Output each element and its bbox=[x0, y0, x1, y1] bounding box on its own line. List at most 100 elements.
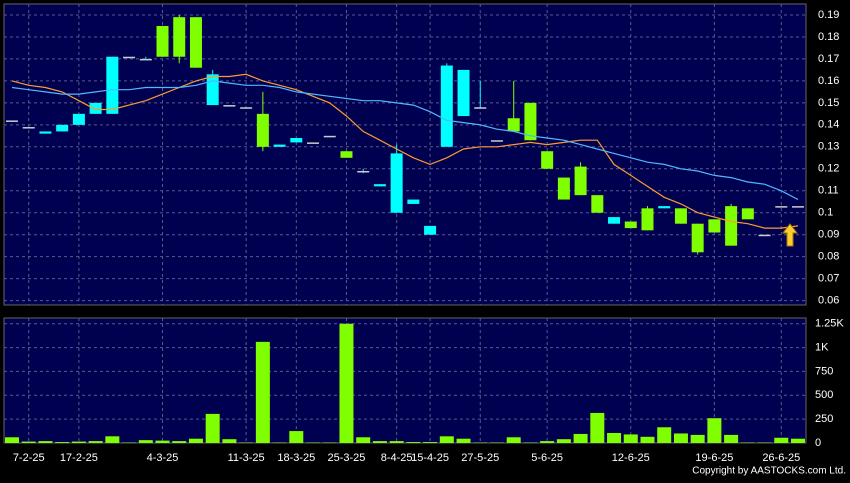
candle-body bbox=[775, 206, 787, 208]
candle-body bbox=[190, 17, 202, 68]
candle-body bbox=[641, 208, 653, 230]
x-tick-label: 4-3-25 bbox=[147, 452, 179, 464]
candle-body bbox=[491, 140, 503, 142]
volume-bar bbox=[691, 435, 705, 443]
volume-bar bbox=[89, 441, 103, 443]
y-tick-label: 0.17 bbox=[818, 53, 839, 65]
candle-body bbox=[240, 107, 252, 109]
volume-panel bbox=[4, 318, 806, 443]
volume-bar bbox=[607, 433, 621, 443]
y-tick-label: 0.11 bbox=[818, 185, 839, 197]
volume-bar bbox=[624, 434, 638, 443]
y-tick-label: 0.19 bbox=[818, 9, 839, 21]
candle-body bbox=[508, 118, 520, 131]
candle-body bbox=[625, 222, 637, 229]
volume-tick-label: 250 bbox=[815, 413, 833, 425]
candle-body bbox=[441, 66, 453, 147]
y-tick-label: 0.08 bbox=[818, 251, 839, 263]
candle-body bbox=[374, 184, 386, 186]
volume-bar bbox=[22, 442, 36, 443]
candle-body bbox=[692, 224, 704, 253]
volume-tick-label: 1K bbox=[815, 341, 829, 353]
candle-body bbox=[23, 127, 35, 129]
candle-body bbox=[725, 206, 737, 246]
volume-bar bbox=[390, 441, 404, 443]
volume-bar bbox=[72, 442, 86, 443]
candle-body bbox=[658, 206, 670, 208]
volume-bar bbox=[707, 418, 721, 443]
volume-bar bbox=[5, 437, 19, 443]
volume-bar bbox=[105, 436, 119, 443]
candle-body bbox=[140, 59, 152, 61]
volume-bar bbox=[139, 440, 153, 443]
x-tick-label: 26-6-25 bbox=[762, 452, 800, 464]
volume-bar bbox=[339, 324, 353, 443]
y-tick-label: 0.13 bbox=[818, 141, 839, 153]
volume-bar bbox=[373, 441, 387, 443]
x-tick-label: 17-2-25 bbox=[60, 452, 98, 464]
x-tick-label: 8-4-25 bbox=[381, 452, 413, 464]
candle-body bbox=[407, 200, 419, 204]
candle-body bbox=[307, 142, 319, 144]
candle-body bbox=[391, 153, 403, 212]
candle-body bbox=[675, 208, 687, 223]
volume-bar bbox=[674, 433, 688, 443]
candle-body bbox=[157, 26, 169, 57]
volume-bar bbox=[657, 427, 671, 443]
volume-bar bbox=[457, 439, 471, 443]
candle-body bbox=[558, 178, 570, 200]
volume-bar bbox=[156, 441, 170, 443]
volume-bar bbox=[423, 442, 437, 443]
candle-body bbox=[541, 151, 553, 169]
y-tick-label: 0.18 bbox=[818, 31, 839, 43]
candle-body bbox=[759, 235, 771, 237]
candle-body bbox=[742, 208, 754, 219]
volume-bar bbox=[406, 442, 420, 443]
candle-body bbox=[357, 171, 369, 173]
candle-body bbox=[90, 103, 102, 114]
y-tick-label: 0.16 bbox=[818, 75, 839, 87]
volume-tick-label: 1.25K bbox=[815, 318, 844, 330]
volume-bar bbox=[172, 441, 186, 443]
x-tick-label: 18-3-25 bbox=[277, 452, 315, 464]
x-tick-label: 15-4-25 bbox=[411, 452, 449, 464]
volume-bar bbox=[774, 438, 788, 443]
volume-bar bbox=[791, 439, 805, 443]
x-tick-label: 12-6-25 bbox=[612, 452, 650, 464]
candle-body bbox=[6, 120, 18, 122]
volume-bar bbox=[540, 441, 554, 443]
volume-bar bbox=[574, 434, 588, 443]
volume-bar bbox=[640, 437, 654, 443]
y-tick-label: 0.06 bbox=[818, 295, 839, 307]
candle-body bbox=[324, 136, 336, 138]
volume-bar bbox=[590, 413, 604, 443]
candle-body bbox=[39, 131, 51, 133]
volume-tick-label: 0 bbox=[815, 437, 821, 449]
price-panel bbox=[4, 4, 806, 305]
candle-body bbox=[123, 57, 135, 59]
x-tick-label: 11-3-25 bbox=[228, 452, 265, 464]
y-tick-label: 0.07 bbox=[818, 273, 839, 285]
y-tick-label: 0.12 bbox=[818, 163, 839, 175]
volume-tick-label: 750 bbox=[815, 365, 833, 377]
copyright: Copyright by AASTOCKS.com Ltd. bbox=[692, 466, 846, 477]
candle-body bbox=[207, 74, 219, 105]
y-tick-label: 0.09 bbox=[818, 229, 839, 241]
volume-bar bbox=[256, 342, 270, 443]
y-tick-label: 0.15 bbox=[818, 97, 839, 109]
volume-bar bbox=[189, 439, 203, 443]
candle-body bbox=[591, 195, 603, 213]
candle-body bbox=[106, 57, 118, 114]
candle-body bbox=[340, 151, 352, 158]
x-tick-label: 5-6-25 bbox=[531, 452, 563, 464]
volume-bar bbox=[724, 435, 738, 443]
x-tick-label: 25-3-25 bbox=[328, 452, 366, 464]
candle-body bbox=[173, 17, 185, 57]
x-tick-label: 19-6-25 bbox=[695, 452, 733, 464]
candle-body bbox=[474, 107, 486, 109]
volume-bar bbox=[222, 439, 236, 443]
candle-body bbox=[458, 70, 470, 116]
candle-body bbox=[223, 105, 235, 107]
candle-body bbox=[290, 138, 302, 142]
